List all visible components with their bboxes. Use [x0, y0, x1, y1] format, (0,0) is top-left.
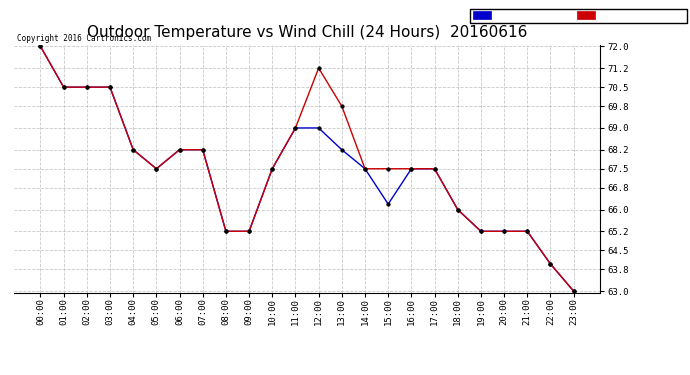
Text: Copyright 2016 Cartronics.com: Copyright 2016 Cartronics.com — [17, 33, 151, 42]
Legend: Wind Chill (°F), Temperature (°F): Wind Chill (°F), Temperature (°F) — [471, 9, 687, 23]
Title: Outdoor Temperature vs Wind Chill (24 Hours)  20160616: Outdoor Temperature vs Wind Chill (24 Ho… — [87, 25, 527, 40]
